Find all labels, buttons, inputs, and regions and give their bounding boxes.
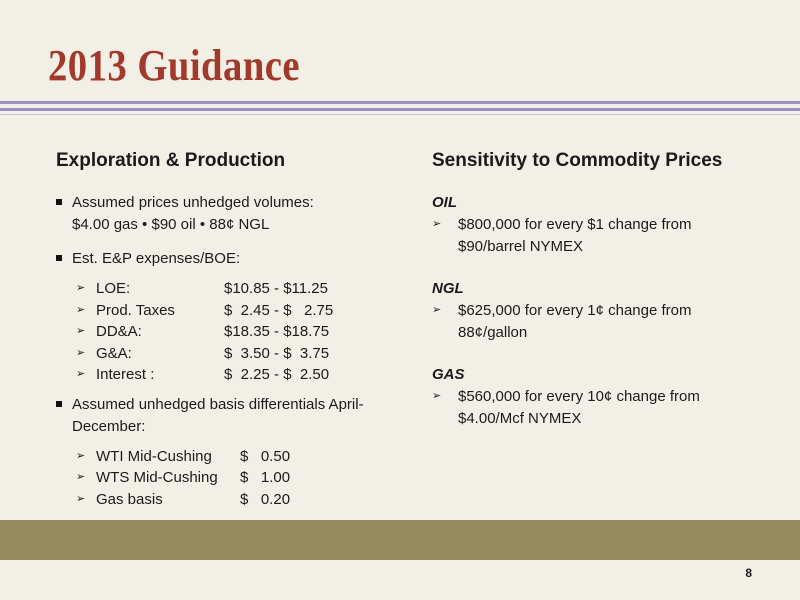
item-value: $ 1.00: [240, 469, 291, 486]
sensitivity-text: $560,000 for every 10¢ change from: [458, 388, 700, 405]
arrow-bullet-icon: ➢: [76, 282, 86, 294]
list-item: ➢ $800,000 for every $1 change from $90/…: [432, 214, 772, 258]
commodity-label: OIL: [432, 194, 457, 211]
title-rule-bottom: [0, 114, 800, 115]
expenses-bullet: Est. E&P expenses/BOE:: [56, 248, 396, 270]
assumed-prices-bullet: Assumed prices unhedged volumes: $4.00 g…: [56, 192, 396, 236]
sensitivity-column: Sensitivity to Commodity Prices OIL ➢ $8…: [432, 150, 772, 450]
arrow-bullet-icon: ➢: [432, 390, 442, 402]
commodity-label: NGL: [432, 280, 464, 297]
item-value: $ 0.20: [240, 490, 291, 508]
bullet-text: Est. E&P expenses/BOE:: [72, 250, 241, 267]
list-item: ➢ WTI Mid-Cushing $ 0.50: [76, 446, 396, 468]
basis-differentials-bullet: Assumed unhedged basis differentials Apr…: [56, 394, 396, 438]
commodity-label: GAS: [432, 366, 465, 383]
item-label: WTI Mid-Cushing: [96, 447, 212, 465]
arrow-bullet-icon: ➢: [76, 471, 86, 483]
bullet-text: Assumed prices unhedged volumes:: [72, 194, 314, 211]
list-item: ➢ LOE: $10.85 - $11.25: [76, 278, 396, 300]
item-value: $ 0.50: [240, 447, 291, 465]
square-bullet-icon: [56, 199, 62, 205]
list-item: ➢ $625,000 for every 1¢ change from 88¢/…: [432, 300, 772, 344]
item-label: DD&A:: [96, 323, 142, 340]
title-rule-middle: [0, 108, 800, 111]
title-rule-top: [0, 101, 800, 104]
item-label: WTS Mid-Cushing: [96, 469, 218, 486]
item-value: $ 2.25 - $ 2.50: [224, 366, 330, 383]
sensitivity-text: $625,000 for every 1¢ change from: [458, 302, 692, 319]
list-item: ➢ Gas basis $ 0.20: [76, 489, 396, 511]
bullet-text: Assumed unhedged basis differentials Apr…: [72, 395, 364, 413]
list-item: ➢ Interest : $ 2.25 - $ 2.50: [76, 364, 396, 386]
item-value: $ 2.45 - $ 2.75: [224, 301, 334, 319]
exploration-production-heading: Exploration & Production: [56, 150, 286, 171]
footer-band: [0, 520, 800, 560]
sensitivity-text: $4.00/Mcf NYMEX: [458, 410, 582, 427]
list-item: ➢ DD&A: $18.35 - $18.75: [76, 321, 396, 343]
slide-title: 2013 Guidance: [48, 41, 301, 90]
exploration-production-column: Exploration & Production Assumed prices …: [56, 150, 396, 518]
item-value: $ 3.50 - $ 3.75: [224, 344, 330, 362]
sensitivity-heading: Sensitivity to Commodity Prices: [432, 150, 723, 171]
item-label: G&A:: [96, 344, 132, 362]
arrow-bullet-icon: ➢: [76, 325, 86, 337]
arrow-bullet-icon: ➢: [76, 303, 86, 316]
arrow-bullet-icon: ➢: [432, 218, 442, 230]
oil-sensitivity: OIL ➢ $800,000 for every $1 change from …: [432, 192, 772, 258]
arrow-bullet-icon: ➢: [76, 346, 86, 359]
arrow-bullet-icon: ➢: [76, 492, 86, 505]
arrow-bullet-icon: ➢: [76, 368, 86, 380]
sensitivity-text: 88¢/gallon: [458, 324, 528, 341]
item-label: Gas basis: [96, 490, 163, 508]
sensitivity-text: $90/barrel NYMEX: [458, 238, 584, 255]
sensitivity-text: $800,000 for every $1 change from: [458, 216, 692, 233]
arrow-bullet-icon: ➢: [432, 304, 442, 316]
list-item: ➢ $560,000 for every 10¢ change from $4.…: [432, 386, 772, 430]
ngl-sensitivity: NGL ➢ $625,000 for every 1¢ change from …: [432, 278, 772, 344]
gas-sensitivity: GAS ➢ $560,000 for every 10¢ change from…: [432, 364, 772, 430]
basis-list: ➢ WTI Mid-Cushing $ 0.50 ➢ WTS Mid-Cushi…: [76, 446, 396, 511]
list-item: ➢ WTS Mid-Cushing $ 1.00: [76, 467, 396, 489]
expenses-list: ➢ LOE: $10.85 - $11.25 ➢ Prod. Taxes $ 2…: [76, 278, 396, 386]
item-label: LOE:: [96, 280, 131, 297]
square-bullet-icon: [56, 400, 62, 407]
square-bullet-icon: [56, 255, 62, 261]
item-label: Prod. Taxes: [96, 301, 175, 319]
item-label: Interest :: [96, 366, 155, 383]
list-item: ➢ G&A: $ 3.50 - $ 3.75: [76, 343, 396, 365]
bullet-text: December:: [72, 417, 146, 435]
list-item: ➢ Prod. Taxes $ 2.45 - $ 2.75: [76, 300, 396, 322]
bullet-text: $4.00 gas • $90 oil • 88¢ NGL: [72, 216, 270, 233]
arrow-bullet-icon: ➢: [76, 449, 86, 462]
item-value: $18.35 - $18.75: [224, 323, 330, 340]
page-number: 8: [745, 566, 752, 580]
item-value: $10.85 - $11.25: [224, 280, 328, 297]
